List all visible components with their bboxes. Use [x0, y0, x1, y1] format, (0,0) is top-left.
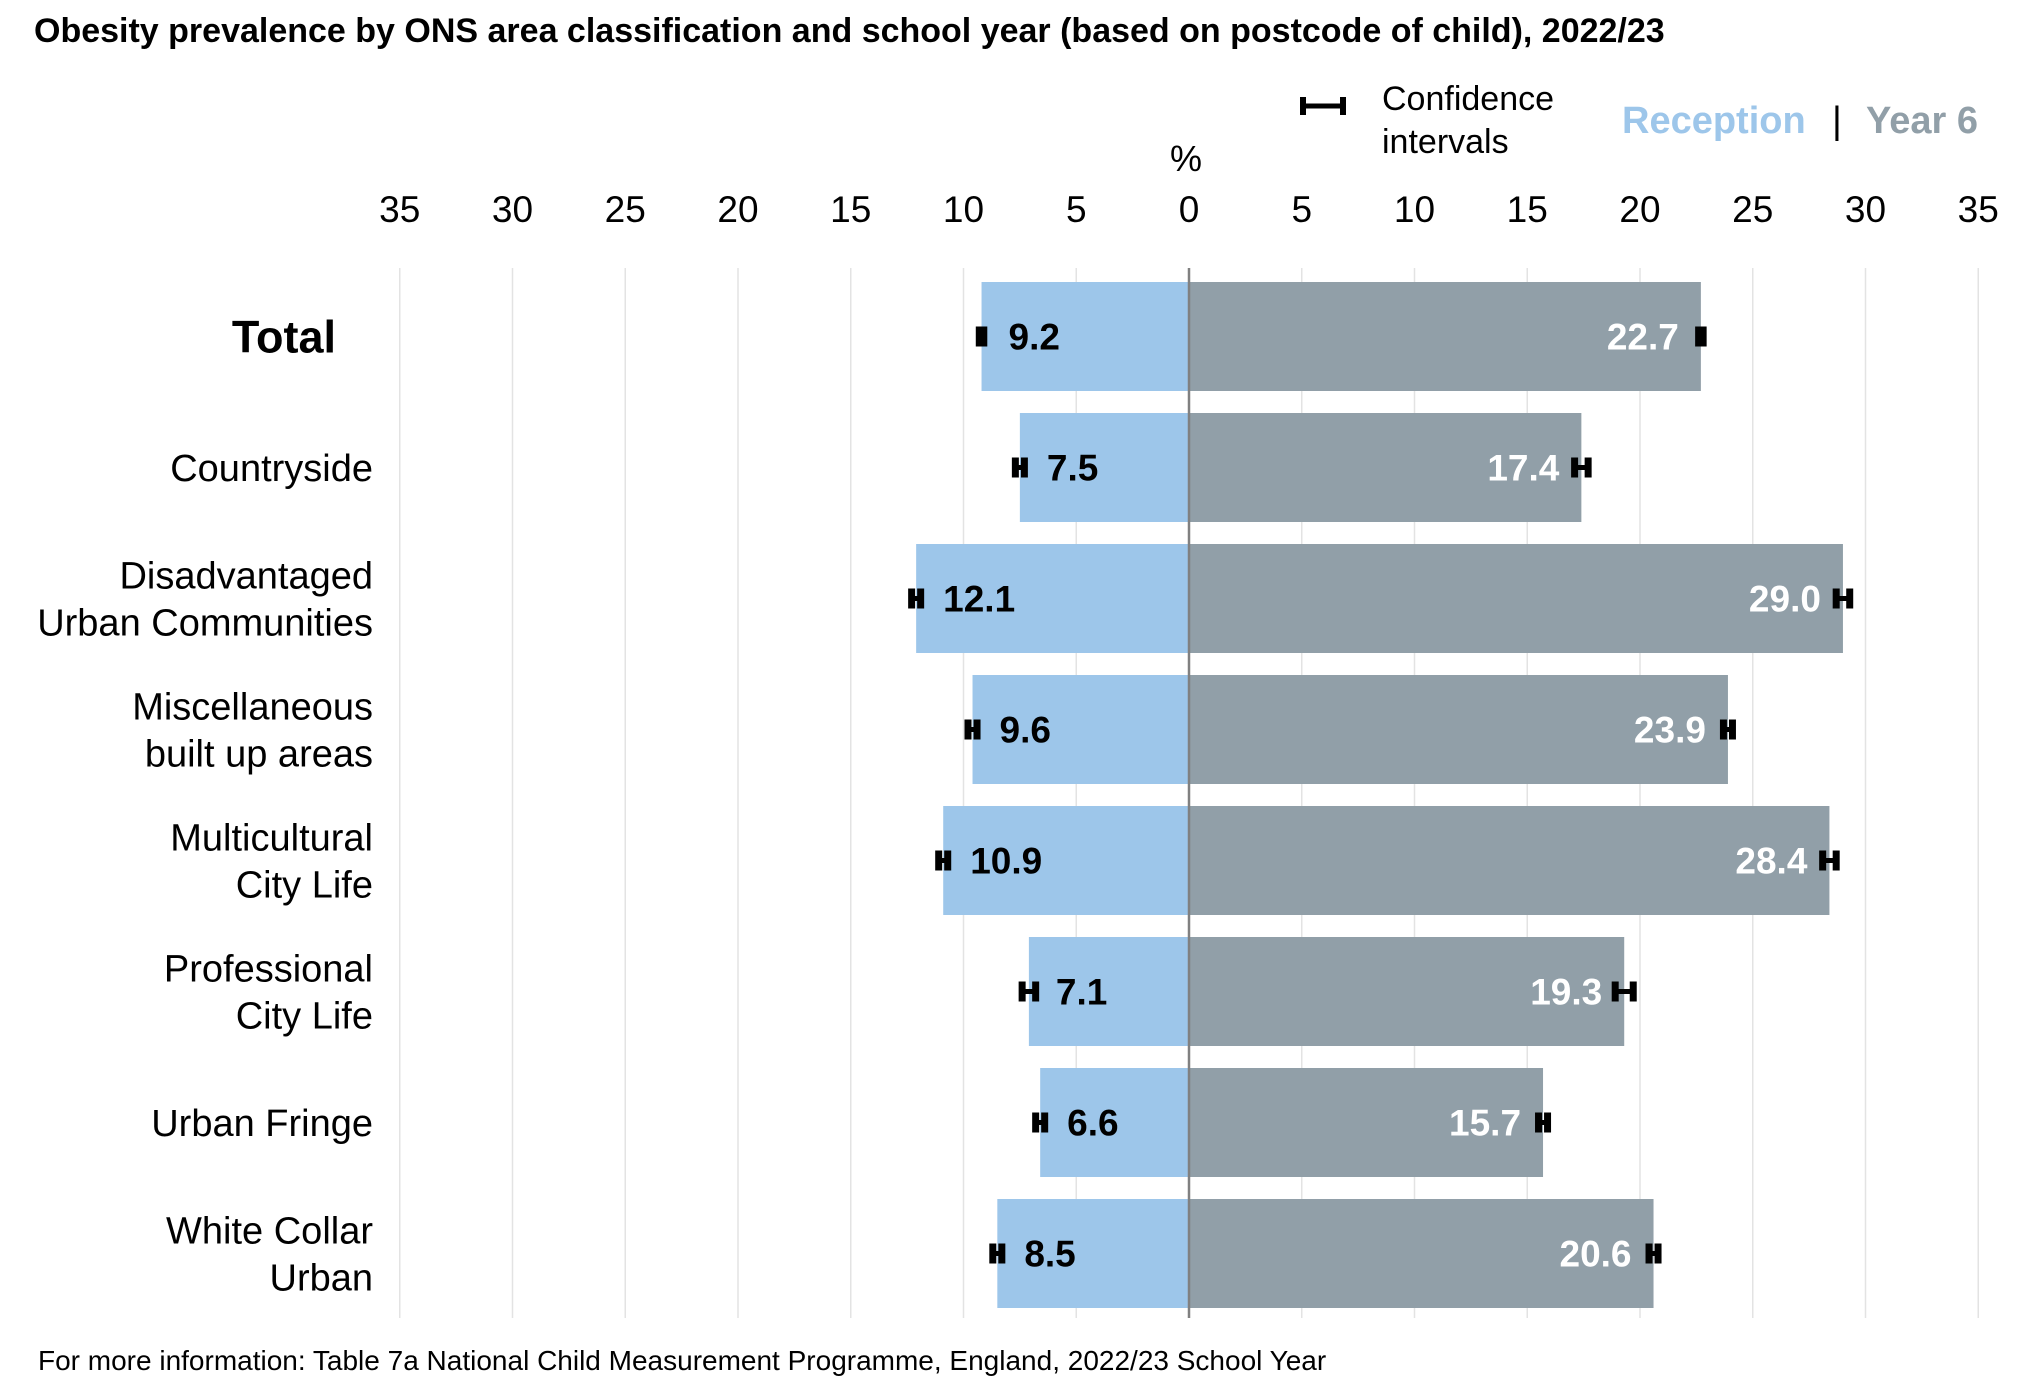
year6-value-label: 22.7	[1607, 317, 1679, 358]
x-tick-label: 10	[1394, 189, 1435, 230]
reception-value-label: 6.6	[1067, 1103, 1118, 1144]
year6-value-label: 28.4	[1735, 841, 1807, 882]
x-tick-label: 15	[830, 189, 871, 230]
x-tick-label: 30	[492, 189, 533, 230]
year6-bar	[1189, 1068, 1544, 1177]
year6-value-label: 15.7	[1449, 1103, 1521, 1144]
reception-bar	[981, 282, 1189, 391]
year6-value-label: 20.6	[1560, 1234, 1632, 1275]
butterfly-bar-chart: 35 30 25 20 15 10 5 0 5 10 15 20 25 30 35 Total 9.2 22.7 C…	[37, 189, 1999, 1318]
x-tick-label: 0	[1179, 189, 1200, 230]
year6-bar	[1189, 937, 1625, 1046]
x-tick-label: 5	[1291, 189, 1312, 230]
legend-ci-label-line1: Confidence	[1382, 80, 1555, 118]
year6-bar	[1189, 1199, 1654, 1308]
category-label: Miscellaneous	[132, 687, 373, 729]
x-tick-label: 20	[1619, 189, 1660, 230]
category-label: Urban	[270, 1258, 374, 1300]
x-tick-label: 30	[1845, 189, 1886, 230]
category-label: City Life	[236, 865, 373, 907]
reception-bar	[1040, 1068, 1189, 1177]
year6-bar	[1189, 806, 1830, 915]
unit-label: %	[1170, 138, 1203, 179]
category-label: Professional	[164, 949, 373, 991]
reception-bar	[997, 1199, 1189, 1308]
category-label: Disadvantaged	[119, 556, 373, 598]
reception-value-label: 7.5	[1047, 448, 1098, 489]
reception-value-label: 10.9	[970, 841, 1042, 882]
year6-value-label: 17.4	[1487, 448, 1559, 489]
category-label: Urban Fringe	[151, 1103, 373, 1145]
legend-year6: Year 6	[1866, 100, 1978, 142]
x-tick-label: 25	[1732, 189, 1773, 230]
reception-bar	[1019, 413, 1189, 522]
year6-value-label: 23.9	[1634, 710, 1706, 751]
x-tick-label: 5	[1066, 189, 1087, 230]
reception-value-label: 7.1	[1056, 972, 1107, 1013]
category-label: Countryside	[170, 448, 373, 490]
legend-reception: Reception	[1622, 100, 1806, 142]
category-label: Urban Communities	[37, 603, 373, 645]
category-label: White Collar	[166, 1211, 373, 1253]
category-label: City Life	[236, 996, 373, 1038]
reception-value-label: 9.6	[1000, 710, 1051, 751]
year6-value-label: 29.0	[1749, 579, 1821, 620]
chart-title: Obesity prevalence by ONS area classific…	[34, 12, 1665, 50]
reception-bar	[1028, 937, 1189, 1046]
legend-separator: |	[1832, 100, 1842, 142]
reception-value-label: 9.2	[1009, 317, 1060, 358]
source-footnote: For more information: Table 7a National …	[38, 1345, 1327, 1376]
x-tick-label: 10	[943, 189, 984, 230]
x-tick-label: 25	[605, 189, 646, 230]
legend-ci-label-line2: intervals	[1382, 123, 1509, 161]
year6-bar	[1189, 675, 1728, 784]
reception-bar	[943, 806, 1189, 915]
x-tick-label: 35	[1958, 189, 1999, 230]
reception-bar	[972, 675, 1189, 784]
x-tick-label: 35	[379, 189, 420, 230]
year6-bar	[1189, 544, 1843, 653]
x-tick-label: 20	[717, 189, 758, 230]
reception-bar	[916, 544, 1189, 653]
reception-value-label: 12.1	[943, 579, 1015, 620]
year6-bar	[1189, 282, 1701, 391]
year6-value-label: 19.3	[1530, 972, 1602, 1013]
reception-value-label: 8.5	[1024, 1234, 1075, 1275]
category-label: built up areas	[145, 734, 373, 776]
category-label: Multicultural	[170, 818, 373, 860]
confidence-interval-icon	[1300, 97, 1346, 115]
year6-bar	[1189, 413, 1582, 522]
category-label: Total	[232, 312, 336, 363]
x-tick-label: 15	[1507, 189, 1548, 230]
